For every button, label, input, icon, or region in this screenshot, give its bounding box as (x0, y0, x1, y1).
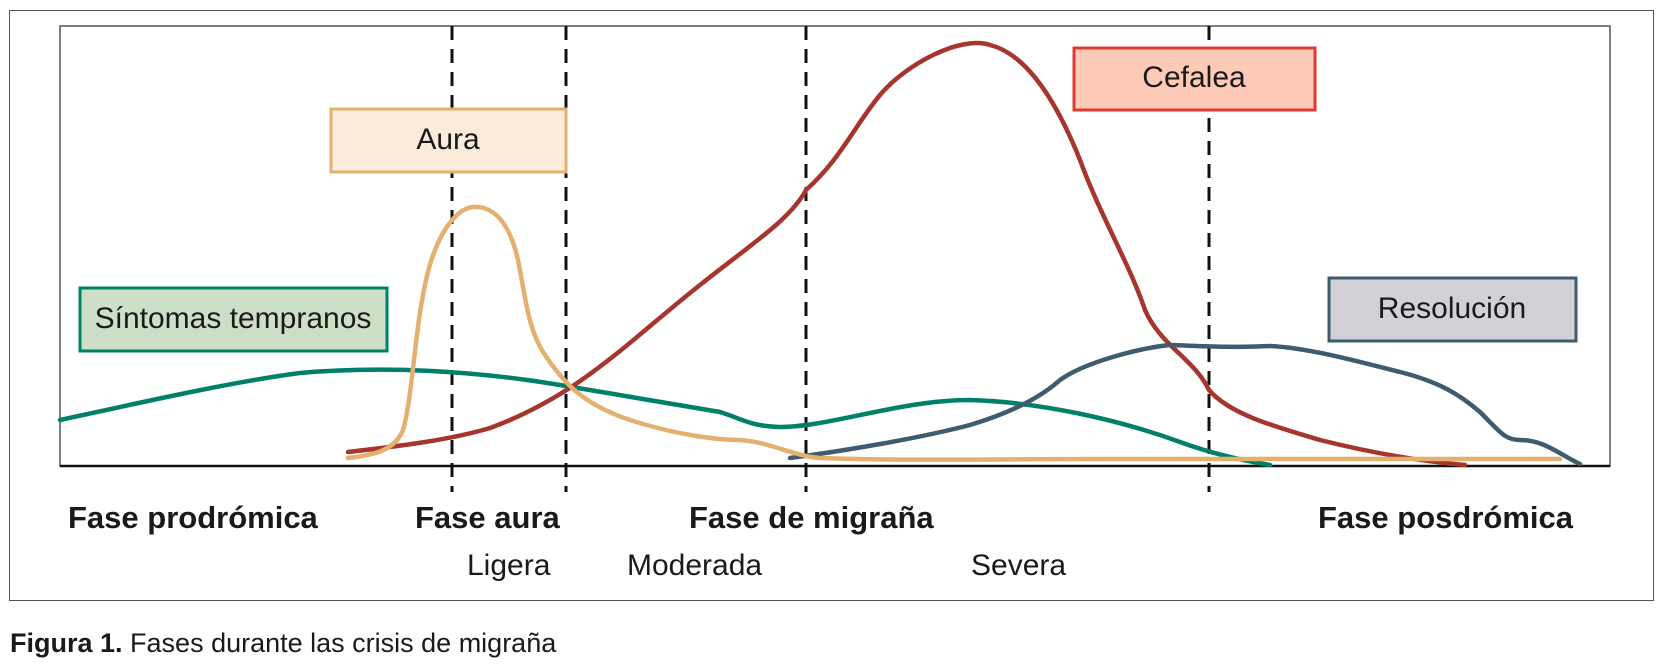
figure-caption: Figura 1. Fases durante las crisis de mi… (10, 628, 556, 659)
sintomas-box: Síntomas tempranos (78, 286, 389, 353)
phase-label-aura: Fase aura (415, 500, 561, 535)
intensity-label-moderada: Moderada (627, 549, 762, 582)
cefalea-box-label: Cefalea (1142, 61, 1246, 94)
sintomas-box-rect (78, 286, 389, 353)
resolucion-box-label: Resolución (1378, 292, 1526, 325)
aura-box: Aura (329, 107, 568, 174)
figure-frame (9, 10, 1654, 601)
intensity-label-ligera: Ligera (467, 549, 551, 582)
aura-box-rect (329, 107, 568, 174)
aura-curve (345, 204, 1563, 462)
cefalea-curve (345, 40, 1468, 468)
intensity-label-severa: Severa (971, 549, 1066, 582)
aura-box-label: Aura (416, 123, 480, 156)
cefalea-box: Cefalea (1072, 46, 1317, 112)
phase-label-posdromica: Fase posdrómica (1318, 500, 1574, 535)
caption-text: Fases durante las crisis de migraña (130, 628, 557, 658)
sintomas-box-label: Síntomas tempranos (95, 302, 372, 335)
phase-label-migrana: Fase de migraña (689, 500, 934, 535)
phase-label-prodromica: Fase prodrómica (68, 500, 319, 535)
resolucion-box-rect (1327, 276, 1578, 343)
resolucion-box: Resolución (1327, 276, 1578, 343)
resolucion-curve (787, 342, 1583, 467)
cefalea-box-rect (1072, 46, 1317, 112)
caption-figure-number: Figura 1. (10, 628, 123, 658)
plot-area (59, 25, 1611, 467)
sintomas-curve (57, 367, 1273, 468)
